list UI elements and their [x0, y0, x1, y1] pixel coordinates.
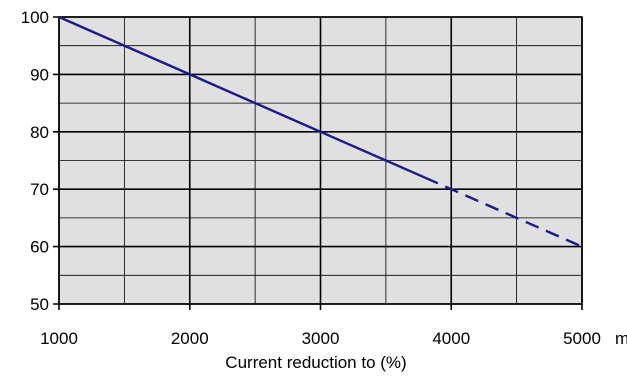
x-tick-label: 3000: [302, 329, 340, 348]
x-tick-label: 2000: [171, 329, 209, 348]
x-axis-unit: m: [615, 329, 627, 348]
x-axis-label: Current reduction to (%): [225, 353, 406, 372]
x-tick-label: 1000: [40, 329, 78, 348]
y-tick-label: 60: [30, 238, 49, 257]
x-tick-labels: 1000 2000 3000 4000 5000: [40, 329, 601, 348]
y-tick-label: 50: [30, 295, 49, 314]
y-tick-label: 80: [30, 123, 49, 142]
y-tick-label: 90: [30, 65, 49, 84]
y-tick-labels: 50 60 70 80 90 100: [21, 8, 49, 314]
y-tick-label: 100: [21, 8, 49, 27]
x-tick-label: 4000: [432, 329, 470, 348]
y-tick-label: 70: [30, 180, 49, 199]
x-tick-label: 5000: [563, 329, 601, 348]
